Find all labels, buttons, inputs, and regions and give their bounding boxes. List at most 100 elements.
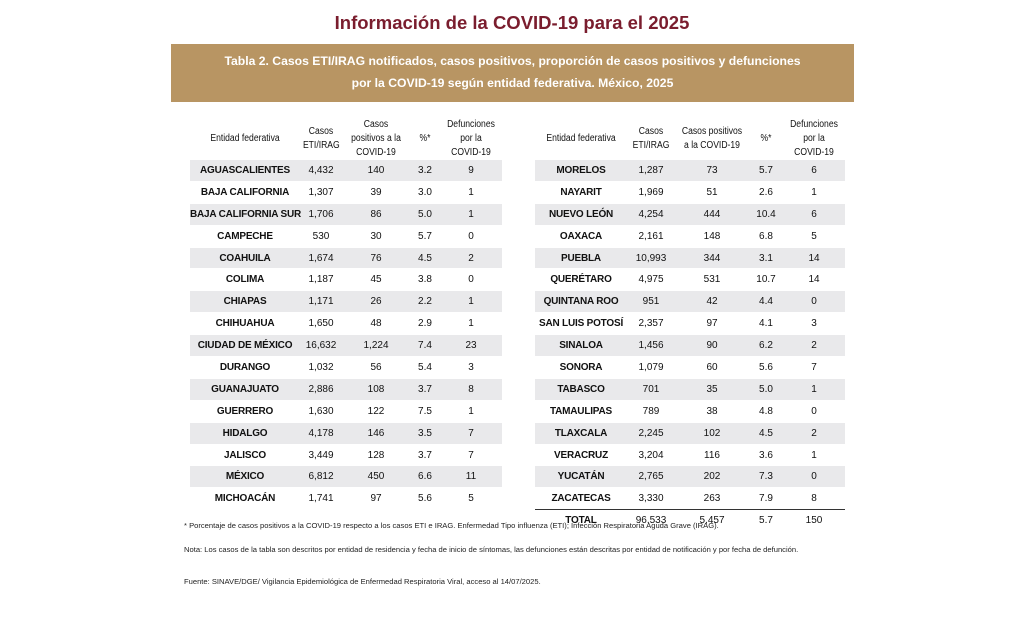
table-row: SONORA 1,079 60 5.6 7 [535, 357, 845, 379]
casos-cell: 3,330 [638, 493, 664, 505]
entidad-cell: HIDALGO [190, 422, 300, 445]
casos-cell: 951 [627, 290, 675, 313]
pct-cell: 4.5 [410, 247, 440, 269]
header-entidad: Entidad federativa [546, 133, 616, 144]
entidad-cell: MORELOS [535, 160, 627, 182]
table-row: CHIAPAS 1,171 26 2.2 1 [190, 290, 502, 313]
table-row: ZACATECAS 3,330 263 7.9 8 [535, 488, 845, 510]
table-row: MÉXICO 6,812 450 6.6 11 [190, 465, 502, 488]
pct-cell: 2.2 [410, 290, 440, 313]
defunciones-cell: 1 [468, 318, 474, 330]
defunciones-cell: 1 [468, 186, 474, 198]
defunciones-cell: 0 [811, 405, 817, 417]
entidad-cell: PUEBLA [535, 247, 627, 269]
footnote-nota: Nota: Los casos de la tabla son descrito… [184, 545, 799, 554]
table-row: VERACRUZ 3,204 116 3.6 1 [535, 444, 845, 466]
table-row: HIDALGO 4,178 146 3.5 7 [190, 422, 502, 445]
table-row: CAMPECHE 530 30 5.7 0 [190, 225, 502, 248]
casos-cell: 2,765 [627, 465, 675, 488]
casos-cell: 1,674 [300, 247, 342, 269]
table-row: MORELOS 1,287 73 5.7 6 [535, 160, 845, 182]
positivos-cell: 148 [703, 230, 721, 242]
table-row: TAMAULIPAS 789 38 4.8 0 [535, 400, 845, 423]
defunciones-cell: 1 [440, 290, 502, 313]
positivos-cell: 140 [342, 160, 410, 182]
total-row: TOTAL 96,533 5,457 5.7 150 [535, 509, 845, 532]
defunciones-cell: 2 [783, 422, 845, 445]
entidad-cell: MICHOACÁN [214, 493, 276, 505]
pct-cell: 6.2 [749, 334, 783, 357]
pct-cell: 3.0 [418, 186, 432, 198]
defunciones-cell: 0 [468, 274, 474, 286]
positivos-cell: 76 [342, 247, 410, 269]
caption-line-1: Tabla 2. Casos ETI/IRAG notificados, cas… [224, 54, 801, 68]
casos-cell: 3,204 [638, 449, 664, 461]
defunciones-cell: 23 [440, 334, 502, 357]
positivos-cell: 122 [367, 405, 385, 417]
casos-cell: 1,032 [308, 361, 334, 373]
header-positivos: Casos positivos a la COVID-19 [351, 119, 401, 158]
entidad-cell: SONORA [559, 361, 603, 373]
header-casos: Casos ETI/IRAG [302, 126, 340, 151]
table-row: TLAXCALA 2,245 102 4.5 2 [535, 422, 845, 445]
casos-cell: 530 [312, 230, 330, 242]
casos-cell: 701 [627, 378, 675, 401]
entidad-cell: OAXACA [559, 230, 603, 242]
entidad-cell: VERACRUZ [554, 449, 608, 461]
pct-cell: 2.9 [418, 318, 432, 330]
defunciones-cell: 0 [783, 290, 845, 313]
defunciones-cell: 8 [811, 493, 817, 505]
defunciones-cell: 0 [468, 230, 474, 242]
casos-cell: 4,975 [638, 274, 664, 286]
casos-cell: 10,993 [627, 247, 675, 269]
defunciones-cell: 2 [440, 247, 502, 269]
positivos-cell: 45 [370, 274, 382, 286]
total-casos: 96,533 [627, 509, 675, 532]
casos-cell: 1,650 [308, 318, 334, 330]
defunciones-cell: 8 [440, 378, 502, 401]
footnote-fuente: Fuente: SINAVE/DGE/ Vigilancia Epidemiol… [184, 577, 541, 586]
entidad-cell: QUINTANA ROO [535, 290, 627, 313]
table-row: GUANAJUATO 2,886 108 3.7 8 [190, 378, 502, 401]
defunciones-cell: 3 [468, 361, 474, 373]
casos-cell: 16,632 [300, 334, 342, 357]
entidad-cell: BAJA CALIFORNIA SUR [190, 203, 301, 226]
positivos-cell: 35 [675, 378, 749, 401]
casos-cell: 1,456 [627, 334, 675, 357]
casos-cell: 1,969 [638, 186, 664, 198]
table-header-row: Entidad federativa Casos ETI/IRAG Casos … [535, 118, 845, 160]
table-row: AGUASCALIENTES 4,432 140 3.2 9 [190, 160, 502, 182]
positivos-cell: 56 [370, 361, 382, 373]
entidad-cell: GUANAJUATO [190, 378, 300, 401]
positivos-cell: 116 [704, 449, 720, 461]
pct-cell: 6.8 [759, 230, 773, 242]
header-defunciones: Defunciones por la COVID-19 [447, 119, 495, 158]
table-row: SAN LUIS POTOSÍ 2,357 97 4.1 3 [535, 313, 845, 335]
casos-cell: 789 [642, 405, 660, 417]
pct-cell: 5.0 [410, 203, 440, 226]
positivos-cell: 26 [342, 290, 410, 313]
total-defunciones: 150 [783, 509, 845, 532]
header-casos: Casos ETI/IRAG [632, 126, 670, 151]
positivos-cell: 38 [706, 405, 718, 417]
entidad-cell: TAMAULIPAS [549, 405, 613, 417]
pct-cell: 3.8 [418, 274, 432, 286]
table-row: NAYARIT 1,969 51 2.6 1 [535, 181, 845, 204]
casos-cell: 2,245 [627, 422, 675, 445]
defunciones-cell: 0 [783, 465, 845, 488]
entidad-cell: ZACATECAS [551, 493, 611, 505]
pct-cell: 7.4 [410, 334, 440, 357]
casos-cell: 2,357 [638, 318, 664, 330]
defunciones-cell: 7 [440, 422, 502, 445]
pct-cell: 3.7 [418, 449, 432, 461]
pct-cell: 7.9 [759, 493, 773, 505]
positivos-cell: 51 [706, 186, 718, 198]
defunciones-cell: 2 [783, 334, 845, 357]
table-row: COLIMA 1,187 45 3.8 0 [190, 269, 502, 291]
positivos-cell: 90 [675, 334, 749, 357]
entidad-cell: YUCATÁN [535, 465, 627, 488]
positivos-cell: 86 [342, 203, 410, 226]
positivos-cell: 97 [370, 493, 382, 505]
positivos-cell: 42 [675, 290, 749, 313]
casos-cell: 1,741 [308, 493, 334, 505]
